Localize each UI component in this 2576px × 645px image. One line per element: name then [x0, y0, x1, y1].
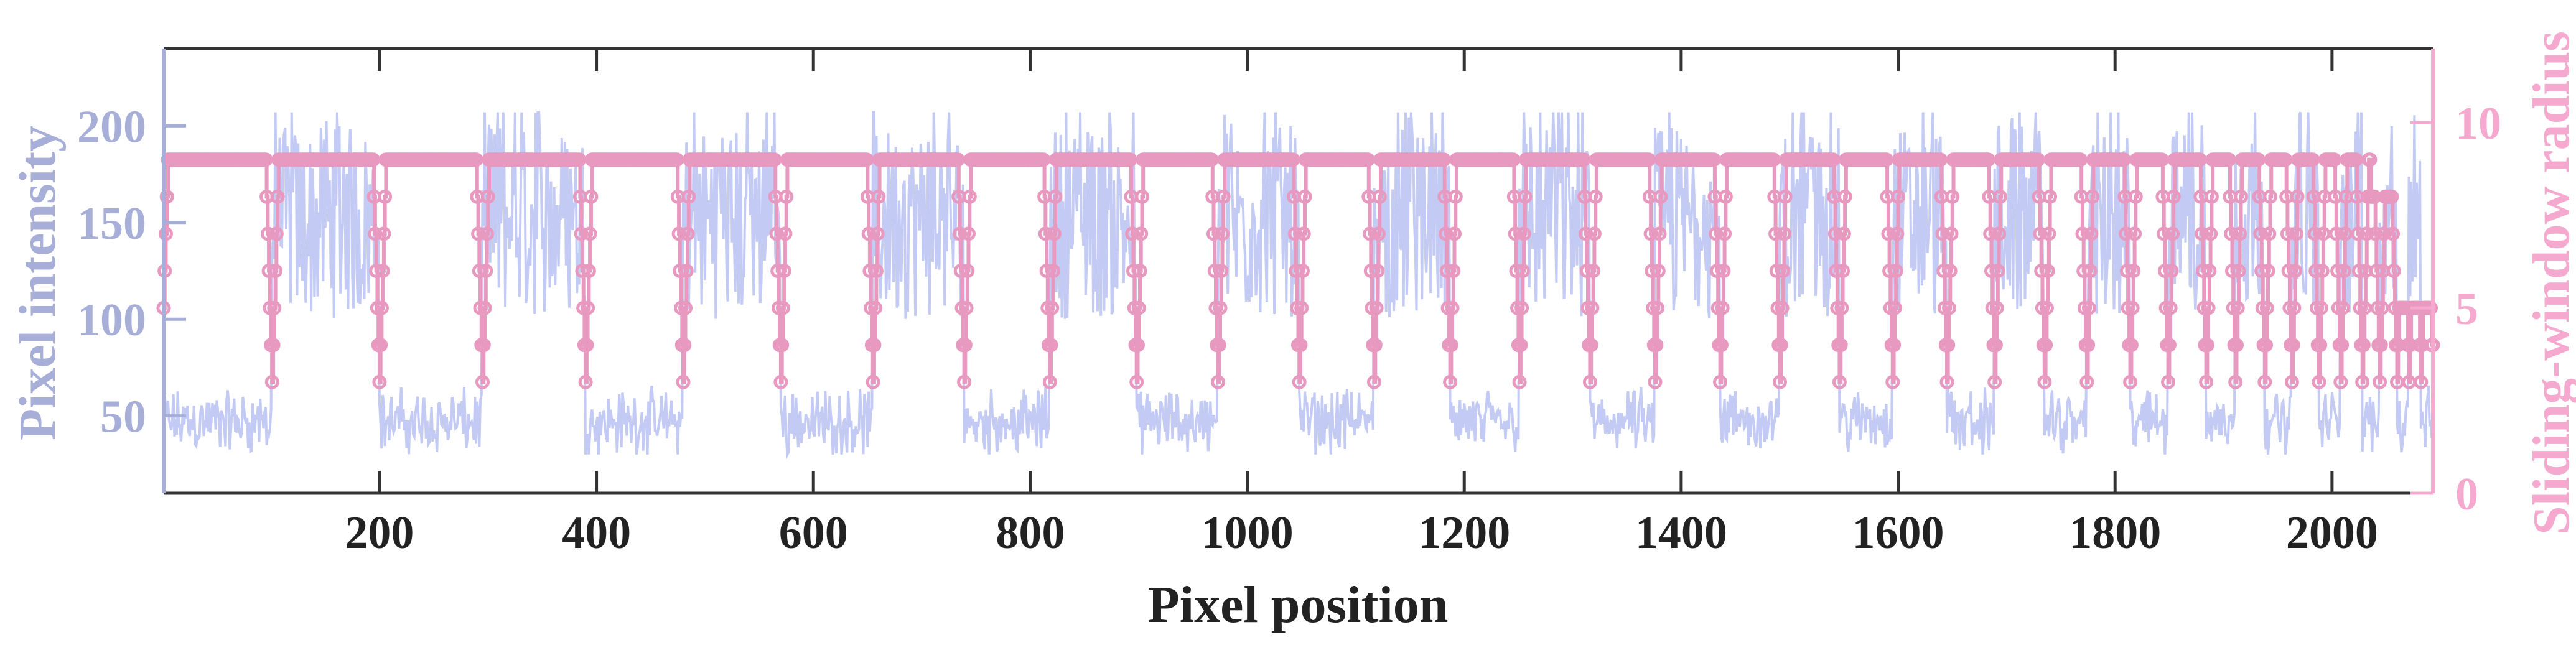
- svg-text:400: 400: [562, 508, 631, 559]
- intensity-series: [162, 111, 2434, 460]
- radius-series: [156, 152, 2440, 389]
- svg-text:1000: 1000: [1202, 508, 1294, 559]
- svg-text:200: 200: [77, 101, 146, 152]
- svg-text:2000: 2000: [2286, 508, 2378, 559]
- svg-text:1400: 1400: [1635, 508, 1727, 559]
- right-y-axis-ticks: 0 5 10: [2410, 98, 2501, 520]
- left-y-axis-label: Pixel intensity: [9, 126, 67, 440]
- svg-text:1800: 1800: [2069, 508, 2161, 559]
- svg-text:1600: 1600: [1852, 508, 1944, 559]
- left-y-axis-ticks: 50 100 150 200: [77, 101, 186, 443]
- svg-text:50: 50: [100, 392, 146, 443]
- right-y-axis-label: Sliding-window radius: [2522, 31, 2576, 535]
- svg-text:200: 200: [345, 508, 414, 559]
- svg-text:10: 10: [2455, 98, 2501, 149]
- x-axis-ticks: 200 400 600 800 1000 1200 1400 1600 1800 2000: [345, 49, 2378, 559]
- svg-text:150: 150: [77, 198, 146, 249]
- svg-text:600: 600: [779, 508, 848, 559]
- svg-text:5: 5: [2455, 284, 2478, 335]
- svg-text:800: 800: [996, 508, 1065, 559]
- svg-text:0: 0: [2455, 469, 2478, 520]
- svg-text:100: 100: [77, 295, 146, 346]
- x-axis-label: Pixel position: [1147, 576, 1448, 634]
- svg-text:1200: 1200: [1418, 508, 1510, 559]
- intensity-line: [162, 111, 2434, 460]
